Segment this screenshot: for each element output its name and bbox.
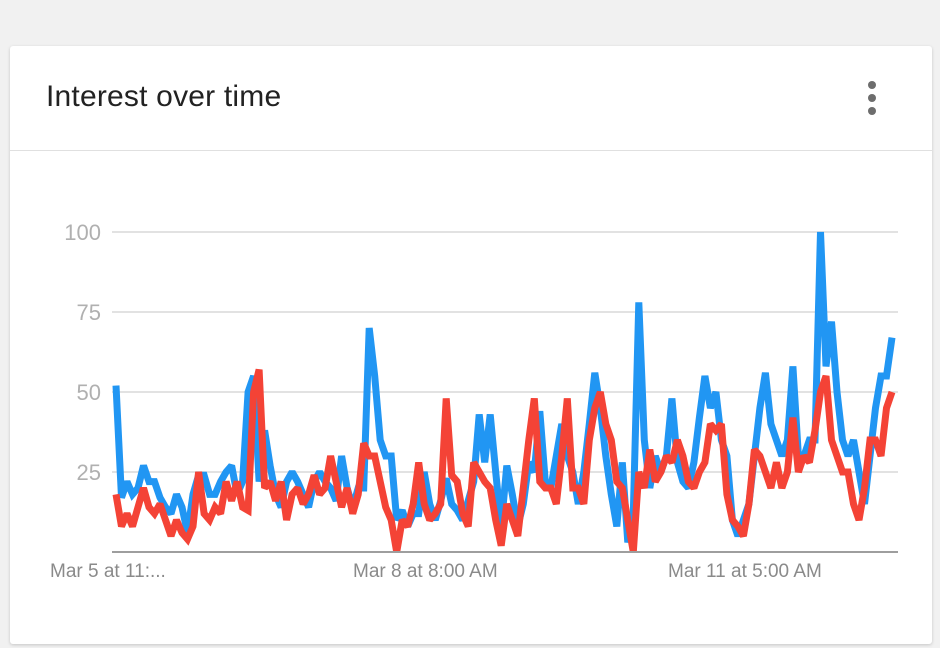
more-vert-icon	[868, 81, 876, 89]
more-vert-icon	[868, 107, 876, 115]
y-tick-label: 50	[77, 380, 101, 405]
x-axis-labels: Mar 5 at 11:... Mar 8 at 8:00 AM Mar 11 …	[50, 561, 822, 582]
x-tick-label: Mar 11 at 5:00 AM	[668, 561, 822, 582]
y-tick-label: 25	[77, 460, 101, 485]
card-header: Interest over time	[10, 46, 932, 151]
interest-over-time-card: Interest over time	[10, 46, 932, 644]
gridlines	[112, 231, 898, 473]
x-tick-label: Mar 8 at 8:00 AM	[353, 561, 498, 582]
series-line-term-2[interactable]	[112, 368, 896, 553]
more-options-button[interactable]	[858, 78, 886, 118]
series-line-term-1[interactable]	[112, 231, 896, 544]
y-axis-labels: 100 75 50 25	[64, 220, 101, 485]
more-vert-icon	[868, 94, 876, 102]
y-tick-label: 75	[77, 300, 101, 325]
y-tick-label: 100	[64, 220, 101, 245]
card-title: Interest over time	[46, 80, 282, 113]
x-tick-label: Mar 5 at 11:...	[50, 561, 166, 582]
